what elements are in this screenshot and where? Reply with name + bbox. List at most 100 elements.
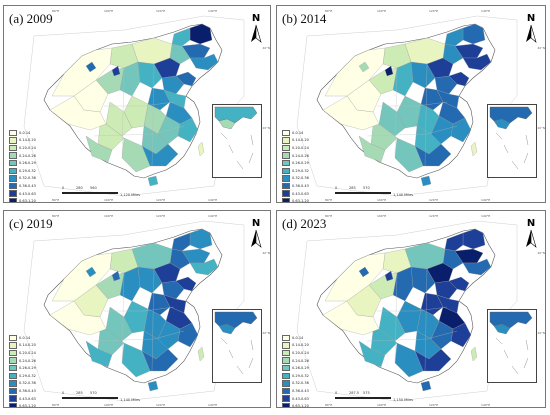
region-polygon (378, 101, 406, 137)
longitude-tick-label-bottom: 100°E (377, 403, 386, 407)
legend-entry: 0.36-0.43 (9, 387, 65, 395)
legend-swatch (9, 152, 17, 159)
region-polygon (111, 65, 121, 77)
region-polygon (384, 270, 394, 282)
longitude-tick-label: 80°E (325, 214, 332, 218)
region-polygon (163, 294, 187, 314)
region-polygon (161, 75, 185, 95)
legend-entry: 0.63-1.20 (9, 197, 65, 202)
legend-entry: 0.29-0.32 (9, 372, 65, 380)
region-polygon (358, 61, 370, 73)
region-polygon (161, 280, 185, 300)
boundary-line (104, 101, 175, 107)
legend-swatch (9, 137, 17, 144)
legend-label: 0.26-0.29 (19, 161, 36, 166)
legend-label: 0.29-0.32 (292, 168, 309, 173)
boundary-line (366, 125, 458, 137)
legend-label: 0.63-1.20 (292, 404, 309, 408)
region-polygon (322, 300, 380, 336)
legend-entry: 0.29-0.32 (282, 167, 338, 175)
legend-label: 0.20-0.24 (292, 145, 309, 150)
scale-bar-label: 280 (76, 186, 83, 190)
south-china-sea-inset (212, 104, 262, 178)
region-polygon (324, 47, 386, 97)
boundary-line (377, 306, 448, 312)
scale-bar: 0 285 570 1,140 Miles (335, 186, 415, 198)
scale-bar-label: 570 (363, 186, 370, 190)
legend-swatch (9, 357, 17, 364)
legend-label: 0.36-0.43 (292, 388, 309, 393)
scale-bar-label: 285 (76, 391, 83, 395)
legend-swatch (282, 175, 290, 182)
legend-swatch (9, 380, 17, 387)
legend-swatch (282, 387, 290, 395)
south-china-sea-inset (487, 309, 537, 383)
region-polygon (462, 258, 492, 276)
legend-entry: 0.24-0.26 (282, 357, 338, 365)
legend-swatch (282, 334, 290, 342)
legend-swatch (282, 357, 290, 364)
region-polygon (396, 300, 422, 334)
legend-entry: 0.29-0.32 (282, 372, 338, 380)
region-polygon (111, 270, 121, 282)
longitude-tick-label: 140°E (208, 9, 217, 13)
legend-entry: 0.32-0.36 (9, 380, 65, 388)
region-polygon (171, 232, 191, 252)
legend-label: 0.20-0.24 (292, 350, 309, 355)
scale-bar-line (62, 397, 118, 399)
north-arrow-icon: N (522, 218, 540, 248)
region-polygon (175, 276, 197, 292)
legend-swatch (9, 402, 17, 407)
longitude-tick-label: 140°E (208, 214, 217, 218)
panel-title: (c) 2019 (9, 216, 53, 231)
legend-swatch (9, 349, 17, 357)
legend-swatch (282, 159, 290, 167)
legend-label: 0.63-1.20 (19, 404, 36, 408)
region-polygon (470, 346, 478, 362)
longitude-tick-label: 80°E (52, 9, 59, 13)
north-arrow-label: N (526, 218, 536, 229)
legend-entry: 0.32-0.36 (9, 175, 65, 183)
legend-label: 0.26-0.29 (292, 366, 309, 371)
legend-swatch (282, 167, 290, 175)
longitude-tick-label: 100°E (377, 9, 386, 13)
region-polygon (175, 71, 197, 87)
legend-entry: 0.14-0.20 (282, 342, 338, 350)
legend-entry: 0.63-1.20 (9, 402, 65, 408)
legend-entry: 0.20-0.24 (9, 349, 65, 357)
longitude-tick-label-bottom: 80°E (325, 198, 332, 202)
region-polygon (358, 340, 386, 368)
legend-entry: 0.26-0.29 (9, 364, 65, 372)
legend-swatch (9, 364, 17, 372)
legend-label: 0.32-0.36 (19, 176, 36, 181)
longitude-tick-label: 100°E (104, 9, 113, 13)
legend-entry: 0.24-0.26 (282, 152, 338, 160)
legend-swatch (9, 175, 17, 182)
legend-entry: 0.43-0.63 (282, 395, 338, 403)
legend-entry: 0.63-1.20 (282, 197, 338, 202)
scale-bar-line (62, 192, 118, 194)
legend: 0-0.14 0.14-0.20 0.20-0.24 0.24-0.26 0.26-0.… (9, 334, 65, 408)
legend-entry: 0.20-0.24 (282, 349, 338, 357)
region-polygon (49, 95, 107, 131)
latitude-tick-label: 20°N (537, 126, 545, 130)
region-polygon (462, 53, 492, 71)
boundary-line (394, 67, 398, 157)
boundary-line (151, 63, 155, 167)
region-polygon (434, 280, 458, 300)
region-polygon (51, 252, 113, 302)
region-polygon (85, 340, 113, 368)
scale-bar-label: 575 (363, 391, 370, 395)
legend-entry: 0.32-0.36 (282, 175, 338, 183)
boundary-line (151, 268, 155, 372)
longitude-tick-label-bottom: 80°E (325, 403, 332, 407)
legend-swatch (9, 182, 17, 190)
longitude-tick-label-bottom: 120°E (429, 198, 438, 202)
scale-bar: 0 280 560 1,120 Miles (62, 186, 142, 198)
map-panel-2009: 80°E 80°E 100°E 100°E 120°E 120°E 140°E 140°E (a… (3, 5, 271, 203)
scale-bar-label: 570 (90, 391, 97, 395)
legend-entry: 0.36-0.43 (282, 182, 338, 190)
longitude-tick-label: 140°E (481, 214, 490, 218)
legend-swatch (282, 395, 290, 402)
map-canvas: 80°E 80°E 100°E 100°E 120°E 120°E 140°E 140°E (296, 9, 518, 202)
